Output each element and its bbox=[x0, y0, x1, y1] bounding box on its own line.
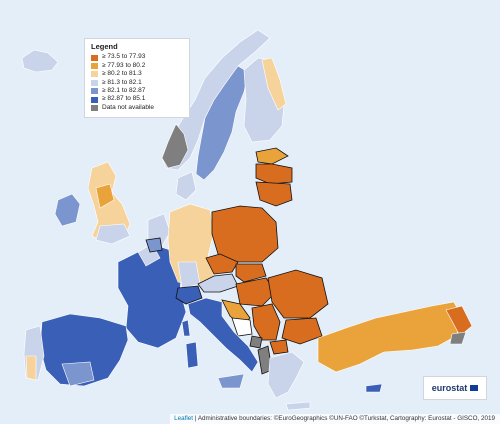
legend-item: Data not available bbox=[91, 104, 183, 112]
region-turkey-southeast[interactable] bbox=[449, 331, 467, 345]
region-cyprus[interactable] bbox=[365, 383, 383, 393]
legend-swatch bbox=[91, 88, 98, 95]
legend-swatch bbox=[91, 105, 98, 112]
legend-item: ≥ 80.2 to 81.3 bbox=[91, 70, 183, 78]
eurostat-logo[interactable]: eurostat bbox=[423, 376, 487, 400]
region-romania[interactable] bbox=[267, 269, 329, 319]
legend-item: ≥ 82.87 to 85.1 bbox=[91, 95, 183, 103]
region-latvia[interactable] bbox=[255, 163, 293, 185]
region-norway-west[interactable] bbox=[161, 123, 189, 169]
region-spain[interactable] bbox=[39, 313, 129, 387]
logo-text: eurostat bbox=[431, 383, 468, 393]
legend-label: ≥ 82.87 to 85.1 bbox=[102, 95, 146, 103]
region-italy[interactable] bbox=[187, 297, 259, 373]
region-bosnia[interactable] bbox=[231, 317, 253, 337]
legend-swatch bbox=[91, 63, 98, 70]
region-denmark[interactable] bbox=[175, 171, 197, 201]
region-switzerland[interactable] bbox=[175, 285, 203, 305]
region-sweden[interactable] bbox=[195, 65, 249, 181]
region-iceland[interactable] bbox=[21, 49, 59, 73]
region-estonia[interactable] bbox=[255, 147, 289, 165]
region-poland[interactable] bbox=[211, 205, 279, 263]
region-germany-south[interactable] bbox=[177, 261, 201, 289]
legend-item: ≥ 82.1 to 82.87 bbox=[91, 87, 183, 95]
leaflet-link[interactable]: Leaflet bbox=[174, 415, 194, 422]
legend-item: ≥ 73.5 to 77.93 bbox=[91, 53, 183, 61]
region-sicily[interactable] bbox=[217, 373, 245, 389]
region-bulgaria[interactable] bbox=[281, 317, 323, 345]
legend-swatch bbox=[91, 79, 98, 86]
eu-flag-icon bbox=[470, 385, 479, 391]
legend-swatch bbox=[91, 71, 98, 78]
region-hungary[interactable] bbox=[235, 277, 277, 307]
legend-label: ≥ 77.93 to 80.2 bbox=[102, 61, 146, 69]
region-corsica[interactable] bbox=[181, 319, 191, 337]
region-portugal-south[interactable] bbox=[25, 355, 37, 381]
region-lithuania[interactable] bbox=[255, 181, 293, 207]
region-sardinia[interactable] bbox=[185, 341, 199, 369]
region-uk-south[interactable] bbox=[95, 223, 131, 245]
region-serbia[interactable] bbox=[251, 303, 281, 341]
legend-swatch bbox=[91, 54, 98, 61]
legend-item: ≥ 81.3 to 82.1 bbox=[91, 79, 183, 87]
legend-label: ≥ 82.1 to 82.87 bbox=[102, 87, 146, 95]
legend-label: ≥ 81.3 to 82.1 bbox=[102, 78, 142, 86]
region-greece[interactable] bbox=[267, 351, 305, 399]
region-north-macedonia[interactable] bbox=[269, 339, 289, 355]
region-norway[interactable] bbox=[161, 29, 271, 171]
region-czechia[interactable] bbox=[205, 253, 239, 275]
legend-item: ≥ 77.93 to 80.2 bbox=[91, 62, 183, 70]
region-montenegro[interactable] bbox=[249, 335, 263, 349]
legend-label: ≥ 80.2 to 81.3 bbox=[102, 70, 142, 78]
region-spain-south[interactable] bbox=[61, 361, 95, 387]
legend-items: ≥ 73.5 to 77.93 ≥ 77.93 to 80.2 ≥ 80.2 to … bbox=[91, 53, 183, 112]
region-finland-east[interactable] bbox=[261, 57, 287, 111]
region-belgium[interactable] bbox=[145, 237, 163, 253]
region-uk-mid[interactable] bbox=[95, 183, 115, 209]
region-turkey-east[interactable] bbox=[445, 305, 473, 337]
legend-swatch bbox=[91, 96, 98, 103]
region-crete[interactable] bbox=[285, 401, 311, 411]
legend-title: Legend bbox=[91, 42, 118, 51]
region-slovakia[interactable] bbox=[235, 263, 267, 283]
region-ireland[interactable] bbox=[54, 193, 81, 227]
legend-label: ≥ 73.5 to 77.93 bbox=[102, 53, 146, 61]
legend-label: Data not available bbox=[102, 103, 155, 111]
legend: Legend ≥ 73.5 to 77.93 ≥ 77.93 to 80.2 ≥ 8… bbox=[84, 38, 190, 119]
attribution-text: | Administrative boundaries: ©EuroGeogra… bbox=[193, 415, 495, 422]
attribution: Leaflet | Administrative boundaries: ©Eu… bbox=[170, 414, 500, 424]
